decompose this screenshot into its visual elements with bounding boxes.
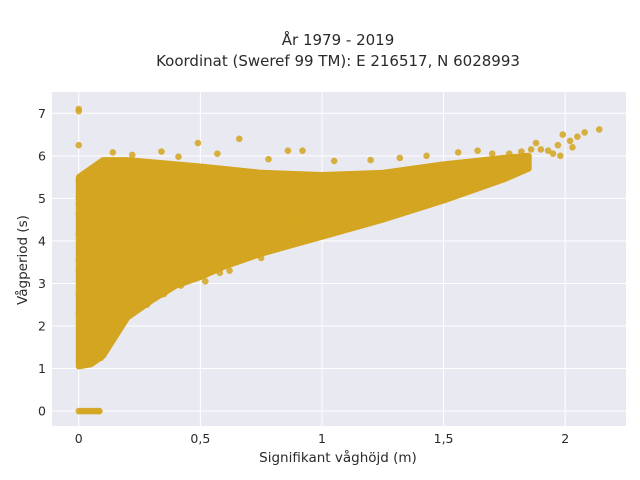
scatter-point [109, 149, 117, 156]
x-axis-ticks: 0 0,5 1 1,5 2 [75, 431, 569, 446]
scatter-point [566, 137, 574, 145]
scatter-point [574, 133, 581, 140]
scatter-point [104, 341, 112, 349]
scatter-point [119, 318, 126, 326]
y-tick-label: 5 [38, 191, 46, 206]
scatter-point [75, 290, 83, 298]
scatter-point [257, 254, 265, 262]
y-tick-label: 6 [38, 148, 46, 163]
scatter-point [518, 148, 525, 155]
scatter-point [537, 146, 545, 153]
scatter-point [226, 267, 233, 275]
scatter-point [544, 147, 552, 155]
scatter-point [75, 309, 83, 317]
scatter-point [128, 151, 136, 159]
scatter-point [75, 201, 83, 209]
scatter-point [299, 147, 306, 155]
y-tick-label: 7 [38, 106, 46, 121]
scatter-point [527, 146, 535, 153]
scatter-points [75, 105, 603, 415]
scatter-point [75, 107, 83, 115]
scatter-point [559, 131, 567, 138]
scatter-point [367, 156, 374, 164]
scatter-point [462, 163, 469, 170]
x-axis-title: Signifikant våghöjd (m) [259, 449, 417, 466]
x-tick-label: 1,5 [434, 431, 454, 446]
x-tick-label: 1 [318, 431, 326, 446]
scatter-point [265, 155, 272, 163]
scatter-point [214, 150, 221, 157]
scatter-point [143, 301, 151, 309]
scatter-point [549, 150, 557, 157]
scatter-point [177, 282, 185, 289]
x-tick-label: 0,5 [190, 431, 210, 446]
dense-cloud-band [75, 152, 532, 370]
x-tick-label: 2 [561, 431, 569, 446]
scatter-point [160, 290, 168, 298]
y-tick-label: 4 [38, 233, 46, 248]
scatter-point [474, 147, 481, 155]
scatter-point [284, 147, 292, 155]
y-tick-label: 1 [38, 361, 46, 376]
y-tick-label: 3 [38, 276, 46, 291]
scatter-point [75, 256, 83, 264]
scatter-point [294, 216, 301, 223]
scatter-point [401, 175, 408, 183]
scatter-point [96, 407, 103, 415]
x-tick-label: 0 [75, 431, 83, 446]
y-axis-ticks: 0 1 2 3 4 5 6 7 [38, 106, 46, 419]
scatter-point [532, 139, 540, 147]
scatter-point [505, 150, 513, 157]
scatter-point [75, 267, 83, 275]
scatter-point [554, 141, 562, 149]
scatter-point [330, 157, 338, 165]
scatter-point [318, 212, 326, 219]
scatter-point [403, 186, 411, 194]
scatter-point [194, 139, 202, 147]
y-tick-label: 2 [38, 319, 46, 334]
scatter-point [488, 150, 496, 157]
chart-title-line-2: Koordinat (Sweref 99 TM): E 216517, N 60… [156, 52, 520, 70]
scatter-point [347, 201, 355, 209]
scatter-point [569, 144, 576, 151]
scatter-point [235, 135, 243, 143]
scatter-point [158, 148, 165, 155]
scatter-point [75, 141, 83, 149]
scatter-point [423, 152, 430, 160]
scatter-point [175, 153, 182, 160]
scatter-point [201, 278, 209, 285]
chart-title-line-1: År 1979 - 2019 [282, 30, 395, 49]
scatter-point [595, 126, 603, 133]
dense-point-cloud [75, 152, 532, 370]
scatter-point [97, 354, 104, 362]
scatter-point [391, 195, 399, 202]
y-tick-label: 0 [38, 404, 46, 419]
y-axis-title: Vågperiod (s) [14, 215, 31, 305]
scatter-point [557, 152, 564, 160]
scatter-point [270, 229, 277, 236]
scatter-point [581, 129, 588, 136]
scatter-point [216, 269, 224, 277]
scatter-point [454, 149, 462, 156]
scatter-point [75, 195, 83, 202]
scatter-point [396, 154, 404, 162]
scatter-point [80, 180, 87, 187]
scatter-point [75, 231, 83, 238]
scatter-point [75, 209, 83, 217]
